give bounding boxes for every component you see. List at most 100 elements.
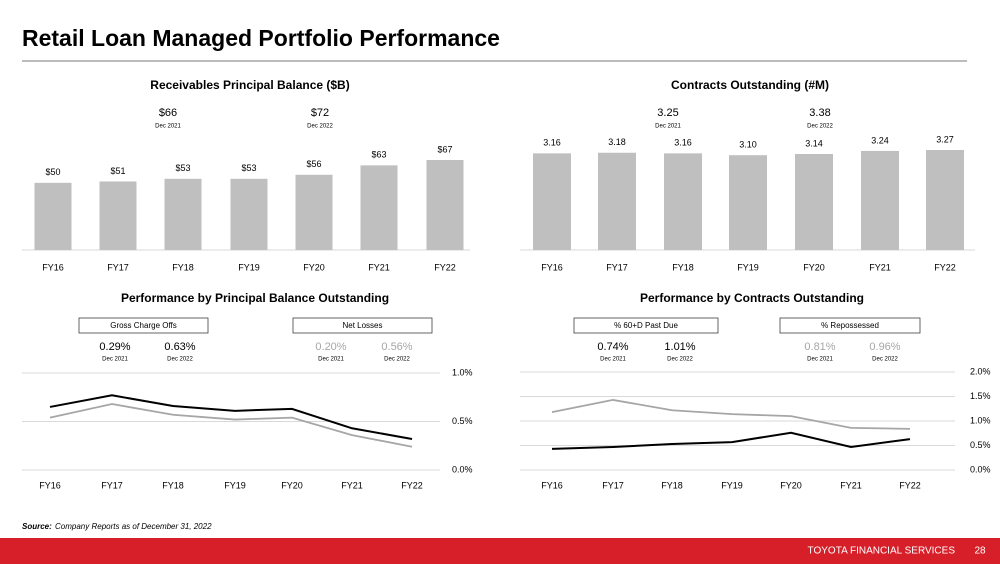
footer-brand: TOYOTA FINANCIAL SERVICES — [808, 546, 956, 557]
bar — [34, 182, 72, 250]
data-label: $51 — [110, 166, 125, 176]
bar — [164, 178, 202, 250]
bar — [664, 153, 702, 250]
legend-box — [779, 317, 921, 334]
callout-value: 0.96% — [869, 341, 900, 353]
callout-value: 3.38 — [809, 107, 830, 119]
bar — [598, 152, 636, 250]
source-label: Source: — [22, 522, 52, 531]
callout-value: 0.63% — [164, 341, 195, 353]
x-tick-label: FY19 — [721, 480, 743, 490]
y-tick-label: 1.0% — [970, 415, 991, 425]
page-number: 28 — [974, 546, 986, 557]
bar — [99, 181, 137, 250]
series-line — [49, 403, 413, 448]
slide-title: Retail Loan Managed Portfolio Performanc… — [22, 25, 500, 51]
series-line — [551, 431, 911, 450]
y-tick-label: 0.0% — [970, 464, 991, 474]
x-tick-label: FY18 — [672, 262, 694, 272]
callout-date: Dec 2021 — [102, 357, 128, 363]
callout-date: Dec 2021 — [655, 124, 681, 130]
bar — [729, 155, 767, 250]
callout-date: Dec 2022 — [307, 124, 333, 130]
y-tick-label: 1.5% — [970, 391, 991, 401]
x-tick-label: FY21 — [368, 262, 390, 272]
callout-date: Dec 2021 — [600, 357, 626, 363]
callout-date: Dec 2021 — [807, 357, 833, 363]
chart-title: Performance by Contracts Outstanding — [640, 291, 864, 305]
x-tick-label: FY17 — [602, 480, 624, 490]
callout-date: Dec 2022 — [807, 124, 833, 130]
data-label: 3.27 — [936, 134, 954, 144]
data-label: 3.16 — [674, 138, 692, 148]
data-label: $56 — [306, 159, 321, 169]
x-tick-label: FY21 — [840, 480, 862, 490]
y-tick-label: 2.0% — [970, 366, 991, 376]
legend-box — [78, 317, 209, 334]
chart-title: Receivables Principal Balance ($B) — [150, 78, 349, 92]
series-line — [49, 394, 413, 440]
x-tick-label: FY20 — [303, 262, 325, 272]
bar — [795, 153, 833, 250]
data-label: $63 — [371, 150, 386, 160]
callout-value: $66 — [159, 107, 177, 119]
bar — [926, 150, 964, 250]
callout-value: $72 — [311, 107, 329, 119]
data-label: 3.10 — [739, 140, 757, 150]
x-tick-label: FY17 — [101, 480, 123, 490]
y-tick-label: 0.5% — [970, 440, 991, 450]
data-label: $53 — [175, 163, 190, 173]
data-label: $67 — [437, 144, 452, 154]
callout-value: 0.20% — [315, 341, 346, 353]
callout-value: 0.74% — [597, 341, 628, 353]
callout-value: 3.25 — [657, 107, 678, 119]
footer-bar — [0, 538, 1000, 564]
legend-label: % Repossessed — [821, 321, 879, 330]
data-label: $50 — [45, 167, 60, 177]
bar — [426, 160, 464, 250]
legend-label: % 60+D Past Due — [614, 321, 678, 330]
callout-date: Dec 2022 — [872, 357, 898, 363]
callout-date: Dec 2022 — [667, 357, 693, 363]
x-tick-label: FY16 — [42, 262, 64, 272]
callout-value: 1.01% — [664, 341, 695, 353]
x-tick-label: FY18 — [172, 262, 194, 272]
y-tick-label: 0.5% — [452, 416, 473, 426]
data-label: $53 — [241, 163, 256, 173]
legend-label: Net Losses — [342, 321, 382, 330]
callout-value: 0.29% — [99, 341, 130, 353]
x-tick-label: FY16 — [541, 480, 563, 490]
callout-date: Dec 2021 — [318, 357, 344, 363]
x-tick-label: FY20 — [281, 480, 303, 490]
x-tick-label: FY20 — [803, 262, 825, 272]
legend-box — [573, 317, 719, 334]
x-tick-label: FY22 — [434, 262, 456, 272]
x-tick-label: FY19 — [238, 262, 260, 272]
data-label: 3.24 — [871, 135, 889, 145]
chart-title: Performance by Principal Balance Outstan… — [121, 291, 389, 305]
callout-value: 0.81% — [804, 341, 835, 353]
callout-value: 0.56% — [381, 341, 412, 353]
y-tick-label: 1.0% — [452, 367, 473, 377]
x-tick-label: FY22 — [934, 262, 956, 272]
chart-title: Contracts Outstanding (#M) — [671, 78, 829, 92]
legend-label: Gross Charge Offs — [110, 321, 177, 330]
legend-box — [292, 317, 433, 334]
x-tick-label: FY21 — [341, 480, 363, 490]
data-label: 3.14 — [805, 138, 823, 148]
x-tick-label: FY19 — [224, 480, 246, 490]
x-tick-label: FY17 — [107, 262, 129, 272]
series-line — [551, 399, 911, 430]
x-tick-label: FY22 — [401, 480, 423, 490]
data-label: 3.18 — [608, 137, 626, 147]
x-tick-label: FY21 — [869, 262, 891, 272]
x-tick-label: FY17 — [606, 262, 628, 272]
bar — [295, 174, 333, 250]
x-tick-label: FY18 — [661, 480, 683, 490]
x-tick-label: FY16 — [39, 480, 61, 490]
bar — [230, 178, 268, 250]
callout-date: Dec 2022 — [167, 357, 193, 363]
x-tick-label: FY22 — [899, 480, 921, 490]
x-tick-label: FY20 — [780, 480, 802, 490]
